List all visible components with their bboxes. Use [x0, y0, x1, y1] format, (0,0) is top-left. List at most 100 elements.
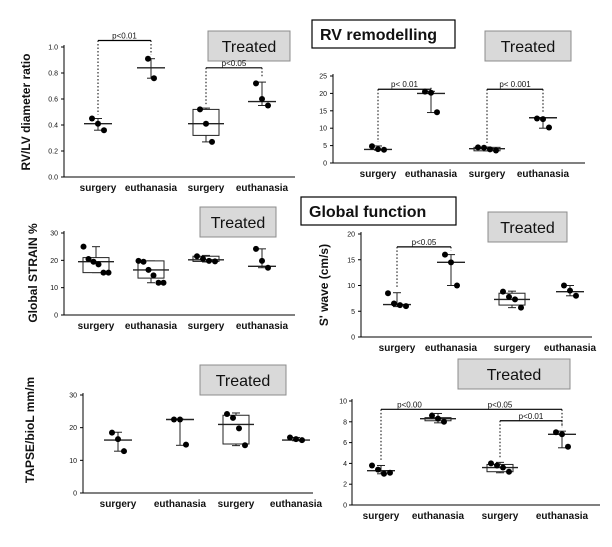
data-point [183, 441, 189, 448]
y-tick-label: 20 [50, 258, 58, 265]
group-2 [133, 257, 169, 286]
data-point [381, 470, 387, 477]
data-point [428, 89, 434, 96]
group-2 [417, 88, 445, 116]
data-point [434, 109, 440, 116]
data-point [561, 282, 567, 289]
group-2 [437, 251, 465, 289]
data-point [387, 469, 393, 476]
chart-panel-2: 0 5 10 15 20 25 surgery euthanasia surgery euthan… [319, 30, 585, 180]
group-4 [282, 434, 310, 444]
x-category-label: surgery [188, 183, 225, 194]
group-3 [218, 410, 254, 449]
y-tick-label: 0 [54, 313, 58, 320]
group-3 [188, 253, 224, 265]
svg-text:Global function: Global function [309, 204, 426, 221]
x-category-label: euthanasia [412, 511, 465, 522]
x-category-label: surgery [80, 183, 117, 194]
group-3 [494, 288, 530, 311]
group-4 [248, 80, 276, 109]
data-point [101, 127, 107, 134]
treated-label: Treated [487, 367, 542, 384]
data-point [422, 88, 428, 95]
p-value-label: p<0.05 [488, 400, 513, 409]
y-tick-label: 15 [319, 108, 327, 115]
data-point [565, 443, 571, 450]
y-tick-label: 20 [347, 232, 355, 239]
group-1 [104, 429, 132, 455]
data-point [567, 287, 573, 294]
data-point [194, 253, 200, 260]
data-point [391, 300, 397, 307]
group-2 [137, 55, 165, 82]
x-category-label: euthanasia [405, 169, 458, 180]
x-category-label: surgery [379, 343, 416, 354]
data-point [385, 290, 391, 297]
data-point [369, 462, 375, 469]
chart-panel-5: 0 10 20 30 surgery euthanasia surgery euthanasi… [23, 364, 323, 510]
data-point [381, 146, 387, 153]
p-value-label: p<0.01 [112, 32, 137, 41]
treated-box [457, 358, 571, 390]
data-point [177, 416, 183, 423]
group-2 [420, 412, 456, 425]
y-axis-label: TAPSE/bioL mm/m [23, 377, 37, 483]
data-point [435, 415, 441, 422]
y-axis-label: S' wave (cm/s) [317, 244, 331, 326]
x-category-label: euthanasia [236, 321, 289, 332]
p-value-label: p<0.01 [519, 412, 544, 421]
data-point [429, 412, 435, 419]
data-point [559, 431, 565, 438]
y-tick-label: 10 [319, 126, 327, 133]
x-category-label: surgery [482, 511, 519, 522]
data-point [200, 255, 206, 262]
group-3 [188, 106, 224, 145]
y-tick-label: 6 [343, 440, 347, 447]
treated-box [484, 30, 572, 62]
data-point [160, 279, 167, 286]
data-point [265, 264, 271, 271]
data-point [369, 143, 375, 150]
data-point [230, 414, 236, 421]
title-rv-remodelling: RV remodelling [311, 19, 456, 49]
y-tick-label: 2 [343, 482, 347, 489]
p-value-label: p<0.05 [222, 59, 247, 68]
significance-bracket: p<0.05 [205, 59, 263, 105]
box [192, 255, 220, 262]
data-point [500, 288, 506, 295]
data-point [475, 144, 481, 151]
data-point [375, 146, 381, 153]
y-tick-label: 10 [50, 285, 58, 292]
significance-bracket: p< 0.01 [377, 80, 432, 142]
x-category-label: euthanasia [517, 169, 570, 180]
x-category-label: euthanasia [544, 343, 597, 354]
y-tick-label: 8 [343, 419, 347, 426]
p-value-label: p<0.05 [412, 238, 437, 247]
title-global-function: Global function [300, 196, 457, 226]
x-category-label: surgery [363, 511, 400, 522]
data-point [85, 255, 92, 262]
data-point [242, 442, 248, 449]
data-point [90, 258, 97, 265]
data-point [481, 144, 487, 151]
x-category-label: euthanasia [236, 183, 289, 194]
treated-label: Treated [211, 215, 266, 232]
group-1 [383, 290, 411, 310]
data-point [553, 429, 559, 436]
y-tick-label: 0.6 [48, 97, 58, 104]
data-point [236, 425, 242, 432]
y-tick-label: 20 [69, 425, 77, 432]
y-tick-label: 5 [323, 143, 327, 150]
significance-bracket: p<0.00 [380, 400, 439, 462]
data-point [109, 429, 115, 436]
data-point [155, 279, 162, 286]
treated-box [487, 211, 568, 243]
box [222, 414, 250, 445]
data-point [224, 410, 230, 417]
group-4 [556, 282, 584, 299]
y-tick-label: 0.4 [48, 123, 58, 130]
x-category-label: surgery [469, 169, 506, 180]
data-point [151, 75, 157, 82]
significance-bracket: p<0.01 [97, 32, 152, 115]
data-point [115, 436, 121, 443]
